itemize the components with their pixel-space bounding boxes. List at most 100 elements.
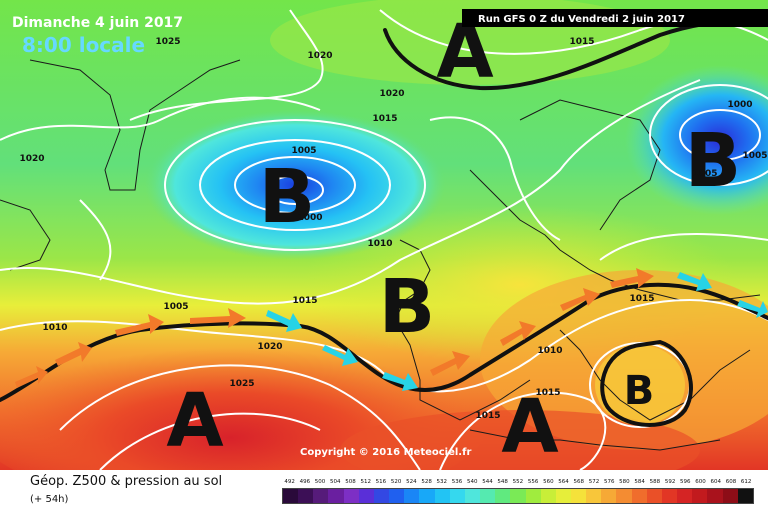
scale-swatch: [661, 489, 678, 503]
pressure-center-high: A: [166, 378, 223, 464]
weather-map: A B B B A A B 1025 1020 1020 1020 1015 1…: [0, 0, 768, 470]
jet-arrow: [190, 308, 246, 328]
scale-swatch: [449, 489, 465, 503]
scale-label: 544: [482, 479, 493, 485]
jet-arrow: [500, 321, 536, 346]
scale-swatch: [464, 489, 481, 503]
scale-label: 504: [330, 479, 341, 485]
color-scale: 492 496 500 504 508 512 516 520 524 528 532 536 540 5…: [282, 478, 754, 504]
scale-swatch: [737, 489, 753, 503]
isobar-label: 1025: [155, 37, 180, 47]
isobar-label: 1020: [19, 154, 44, 164]
scale-label: 528: [421, 479, 432, 485]
scale-swatch: [692, 489, 708, 503]
scale-label: 508: [345, 479, 356, 485]
pressure-center-low: B: [624, 368, 655, 414]
isobar-label: 1020: [307, 51, 332, 61]
scale-swatch: [707, 489, 723, 503]
scale-label: 580: [619, 479, 630, 485]
color-scale-bar: [282, 488, 754, 504]
jet-arrows-cold: [266, 272, 768, 391]
scale-label: 524: [406, 479, 417, 485]
scale-swatch: [434, 489, 450, 503]
scale-label: 612: [740, 479, 752, 485]
scale-swatch: [480, 489, 496, 503]
atlantic-low-shading: [145, 110, 445, 260]
scale-label: 576: [603, 479, 615, 485]
scale-label: 596: [680, 479, 691, 485]
scale-label: 532: [436, 479, 448, 485]
run-info: Run GFS 0 Z du Vendredi 2 juin 2017: [478, 14, 685, 25]
scale-swatch: [510, 489, 526, 503]
scale-label: 492: [284, 479, 295, 485]
scale-swatch: [358, 489, 374, 503]
scale-label: 600: [695, 479, 706, 485]
scale-label: 496: [299, 479, 311, 485]
map-local-time: 8:00 locale: [22, 33, 145, 57]
scale-label: 512: [360, 479, 371, 485]
pressure-center-low: B: [685, 118, 741, 204]
scale-swatch: [328, 489, 344, 503]
run-info-box: [462, 9, 768, 27]
jet-arrow: [55, 342, 92, 366]
copyright: Copyright © 2016 Meteociel.fr: [300, 447, 471, 458]
scale-label: 572: [588, 479, 600, 485]
pressure-center-low: B: [379, 264, 435, 350]
scale-label: 584: [634, 479, 645, 485]
isobar-label: 1000: [727, 100, 752, 110]
scale-swatch: [495, 489, 511, 503]
scale-swatch: [283, 489, 299, 503]
forecast-step: (+ 54h): [30, 494, 69, 505]
scale-swatch: [646, 489, 662, 503]
isobar-label: 1015: [292, 296, 317, 306]
map-date: Dimanche 4 juin 2017: [12, 15, 183, 31]
jet-arrow: [382, 372, 418, 391]
scale-swatch: [586, 489, 602, 503]
jet-arrow: [737, 300, 768, 318]
jet-arrow: [15, 366, 48, 388]
scale-label: 540: [466, 479, 478, 485]
isobar-label: 1005: [291, 146, 316, 156]
scale-swatch: [313, 489, 329, 503]
scale-label: 548: [497, 479, 508, 485]
scale-label: 552: [512, 479, 524, 485]
map-caption: Géop. Z500 & pression au sol: [30, 474, 223, 489]
jet-arrow: [677, 272, 712, 291]
isobar-label: 1005: [692, 169, 717, 179]
isobar-label: 1025: [229, 379, 254, 389]
scale-label: 556: [527, 479, 539, 485]
scale-label: 608: [725, 479, 737, 485]
isobar-label: 1015: [372, 114, 397, 124]
isobar-label: 1015: [629, 294, 654, 304]
scale-label: 536: [451, 479, 463, 485]
scale-label: 568: [573, 479, 585, 485]
scale-swatch: [343, 489, 359, 503]
isobar-label: 1015: [569, 37, 594, 47]
scale-swatch: [677, 489, 693, 503]
scale-swatch: [601, 489, 617, 503]
scale-swatch: [404, 489, 420, 503]
scale-swatch: [616, 489, 632, 503]
scale-label: 604: [710, 479, 721, 485]
isobar-label: 1005: [742, 151, 767, 161]
scale-swatch: [525, 489, 541, 503]
scale-label: 588: [649, 479, 661, 485]
scale-swatch: [555, 489, 571, 503]
scale-swatch: [373, 489, 390, 503]
scale-label: 592: [664, 479, 676, 485]
isobar-label: 1005: [163, 302, 188, 312]
jet-arrow: [322, 345, 358, 366]
scale-swatch: [631, 489, 647, 503]
isobar-label: 1020: [379, 89, 404, 99]
isobar-label: 1010: [42, 323, 67, 333]
scale-swatch: [722, 489, 738, 503]
isobars: [0, 9, 768, 470]
isobar-label: 1020: [257, 342, 282, 352]
pressure-center-low: B: [259, 154, 315, 240]
scale-label: 516: [375, 479, 387, 485]
scale-swatch: [298, 489, 314, 503]
northeast-low-shading: [625, 65, 768, 215]
low-core-south: [595, 345, 685, 425]
jet-arrow: [115, 314, 164, 336]
scale-swatch: [389, 489, 405, 503]
